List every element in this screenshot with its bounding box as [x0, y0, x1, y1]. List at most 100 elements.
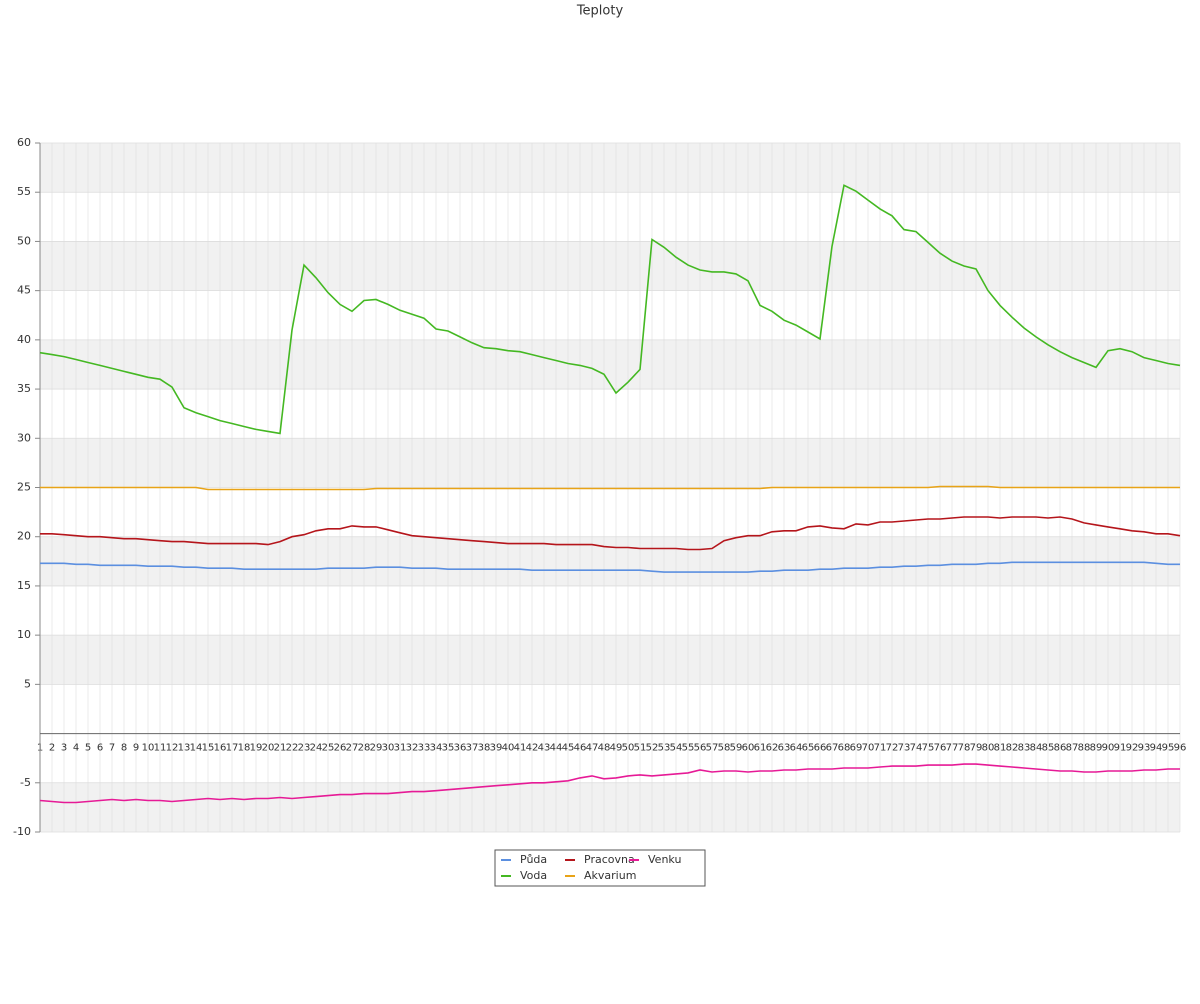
- x-tick-label: 7: [109, 743, 115, 754]
- x-tick-label: 55: [682, 743, 695, 754]
- x-tick-label: 39: [490, 743, 503, 754]
- x-tick-label: 53: [658, 743, 671, 754]
- x-tick-label: 18: [238, 743, 251, 754]
- x-tick-label: 50: [622, 743, 635, 754]
- series-line: [40, 485, 1180, 491]
- x-tick-label: 90: [1102, 743, 1115, 754]
- x-tick-label: 79: [970, 743, 983, 754]
- x-tick-label: 57: [706, 743, 719, 754]
- y-tick-label: 15: [17, 579, 31, 592]
- x-tick-label: 21: [274, 743, 287, 754]
- x-tick-label: 95: [1162, 743, 1175, 754]
- x-tick-label: 3: [61, 743, 67, 754]
- x-tick-label: 25: [322, 743, 335, 754]
- x-tick-label: 60: [742, 743, 755, 754]
- x-tick-label: 65: [802, 743, 815, 754]
- x-tick-label: 87: [1066, 743, 1079, 754]
- x-tick-label: 96: [1174, 743, 1187, 754]
- legend-label: Venku: [648, 853, 681, 866]
- grid-band: [40, 635, 1180, 685]
- legend-label: Pracovna: [584, 853, 635, 866]
- x-tick-label: 47: [586, 743, 599, 754]
- x-tick-label: 28: [358, 743, 371, 754]
- x-tick-label: 52: [646, 743, 659, 754]
- legend-label: Voda: [520, 869, 547, 882]
- x-tick-label: 94: [1150, 743, 1163, 754]
- y-tick-label: 5: [24, 677, 31, 690]
- x-tick-label: 56: [694, 743, 707, 754]
- y-tick-label: -10: [13, 825, 31, 838]
- x-tick-label: 75: [922, 743, 935, 754]
- x-tick-label: 43: [538, 743, 551, 754]
- x-tick-label: 36: [454, 743, 467, 754]
- x-tick-label: 74: [910, 743, 923, 754]
- x-tick-label: 81: [994, 743, 1007, 754]
- x-tick-label: 45: [562, 743, 575, 754]
- x-tick-label: 14: [190, 743, 203, 754]
- x-tick-label: 34: [430, 743, 443, 754]
- y-tick-label: 50: [17, 234, 31, 247]
- x-tick-label: 16: [214, 743, 227, 754]
- x-tick-label: 66: [814, 743, 827, 754]
- x-tick-label: 2: [49, 743, 55, 754]
- x-tick-label: 86: [1054, 743, 1067, 754]
- x-tick-label: 89: [1090, 743, 1103, 754]
- y-tick-label: 30: [17, 431, 31, 444]
- x-tick-label: 29: [370, 743, 383, 754]
- legend-box: [494, 849, 706, 887]
- x-tick-label: 12: [166, 743, 179, 754]
- x-tick-label: 6: [97, 743, 103, 754]
- x-tick-label: 82: [1006, 743, 1019, 754]
- x-tick-label: 22: [286, 743, 299, 754]
- x-tick-label: 32: [406, 743, 419, 754]
- y-tick-label: -5: [20, 776, 31, 789]
- x-tick-label: 33: [418, 743, 431, 754]
- x-tick-label: 76: [934, 743, 947, 754]
- x-tick-label: 67: [826, 743, 839, 754]
- x-tick-label: 64: [790, 743, 803, 754]
- x-tick-label: 84: [1030, 743, 1043, 754]
- x-tick-label: 20: [262, 743, 275, 754]
- x-tick-label: 17: [226, 743, 239, 754]
- x-tick-label: 11: [154, 743, 167, 754]
- x-tick-label: 15: [202, 743, 215, 754]
- x-tick-label: 38: [478, 743, 491, 754]
- x-tick-label: 78: [958, 743, 971, 754]
- x-tick-label: 63: [778, 743, 791, 754]
- x-tick-label: 80: [982, 743, 995, 754]
- x-tick-label: 93: [1138, 743, 1151, 754]
- x-tick-label: 41: [514, 743, 527, 754]
- series-line: [40, 561, 1180, 573]
- x-tick-label: 31: [394, 743, 407, 754]
- x-tick-label: 42: [526, 743, 539, 754]
- x-tick-label: 4: [73, 743, 79, 754]
- legend-label: Půda: [520, 853, 547, 866]
- legend-label: Akvarium: [584, 869, 636, 882]
- x-tick-label: 62: [766, 743, 779, 754]
- y-tick-label: 55: [17, 185, 31, 198]
- series-line: [39, 763, 1180, 804]
- grid-band: [40, 782, 1180, 832]
- x-tick-label: 77: [946, 743, 959, 754]
- x-tick-label: 73: [898, 743, 911, 754]
- x-tick-label: 58: [718, 743, 731, 754]
- x-tick-label: 24: [310, 743, 323, 754]
- y-tick-label: 25: [17, 481, 31, 494]
- y-tick-label: 10: [17, 628, 31, 641]
- x-tick-label: 49: [610, 743, 623, 754]
- x-tick-label: 8: [121, 743, 127, 754]
- grid-band: [40, 438, 1180, 488]
- x-tick-label: 72: [886, 743, 899, 754]
- chart-title: Teploty: [576, 4, 624, 19]
- grid-band: [40, 536, 1180, 586]
- x-tick-label: 23: [298, 743, 311, 754]
- y-tick-label: 20: [17, 530, 31, 543]
- x-tick-label: 27: [346, 743, 359, 754]
- x-tick-label: 10: [142, 743, 155, 754]
- x-tick-label: 19: [250, 743, 263, 754]
- x-tick-label: 44: [550, 743, 563, 754]
- grid-band: [40, 339, 1180, 390]
- x-tick-label: 69: [850, 743, 863, 754]
